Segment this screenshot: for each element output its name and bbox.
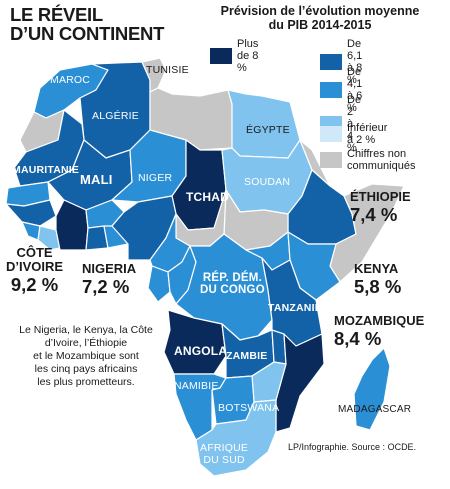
legend-swatch — [320, 152, 342, 168]
callout-name: KENYA — [354, 261, 399, 276]
legend-swatch — [320, 126, 342, 142]
legend-title: Prévision de l’évolution moyenne du PIB … — [220, 4, 420, 32]
callout-value: 7,4 % — [350, 204, 398, 225]
callout-value: 9,2 % — [10, 274, 59, 295]
label-rdc: RÉP. DÉM. DU CONGO — [200, 272, 265, 296]
callout-value: 8,4 % — [334, 328, 382, 349]
callout-value: 7,2 % — [82, 276, 130, 297]
country-gabon — [147, 265, 171, 303]
country-madagascar — [353, 347, 391, 431]
callout-value: 5,8 % — [354, 276, 402, 297]
callout-name: MOZAMBIQUE — [334, 313, 425, 328]
legend-swatch — [210, 48, 232, 64]
legend-item-6-8: De 6,1 à 8 % — [320, 38, 362, 86]
label-zambie: ZAMBIE — [226, 350, 268, 362]
legend-label: Inférieur à 2 % — [347, 122, 388, 146]
label-afrique-sud: AFRIQUE DU SUD — [200, 442, 249, 466]
label-botswana: BOTSWANA — [218, 402, 280, 414]
legend-label: De 4,1 à 6 % — [347, 66, 363, 114]
legend-swatch — [320, 54, 342, 70]
legend-item-nc: Chiffres non communiqués — [320, 148, 415, 172]
label-mali: MALI — [80, 172, 113, 187]
credit: LP/Infographie. Source : OCDE. — [288, 442, 417, 452]
callout-name: ÉTHIOPIE — [350, 189, 411, 204]
callout-name: CÔTE D’IVOIRE — [6, 245, 64, 274]
legend-item-plus-8: Plus de 8 % — [210, 38, 258, 74]
label-soudan: SOUDAN — [244, 176, 291, 188]
legend-swatch — [320, 82, 342, 98]
label-tanzanie: TANZANIE — [268, 302, 322, 314]
label-mauritanie: MAURITANIE — [12, 164, 80, 176]
label-niger: NIGER — [138, 172, 173, 184]
label-egypte: ÉGYPTE — [246, 124, 290, 136]
label-angola: ANGOLA — [174, 344, 228, 358]
callout-name: NIGERIA — [82, 261, 137, 276]
label-maroc: MAROC — [50, 74, 91, 86]
callout-nigeria: NIGERIA 7,2 % — [82, 262, 136, 297]
label-tchad: TCHAD — [186, 190, 229, 204]
label-madagascar: MADAGASCAR — [338, 404, 412, 415]
country-afrique-sud — [195, 399, 277, 477]
caption: Le Nigeria, le Kenya, la Côte d’Ivoire, … — [19, 324, 153, 388]
legend-label: De 6,1 à 8 % — [347, 38, 363, 86]
legend-item-inf-2: Inférieur à 2 % — [320, 122, 387, 146]
legend-label: Plus de 8 % — [237, 38, 259, 74]
label-tunisie: TUNISIE — [146, 64, 189, 76]
callout-ethiopie: ÉTHIOPIE 7,4 % — [350, 190, 411, 225]
legend-label: Chiffres non communiqués — [347, 148, 416, 172]
callout-cote-ivoire: CÔTE D’IVOIRE 9,2 % — [6, 246, 63, 295]
label-algerie: ALGÉRIE — [92, 110, 139, 122]
callout-kenya: KENYA 5,8 % — [354, 262, 401, 297]
page-title: LE RÉVEIL D’UN CONTINENT — [10, 4, 165, 44]
callout-mozambique: MOZAMBIQUE 8,4 % — [334, 314, 424, 349]
legend-item-4-6: De 4,1 à 6 % — [320, 66, 362, 114]
label-namibie: NAMIBIE — [174, 380, 219, 392]
country-namibie — [173, 373, 227, 441]
legend-label: De 2 à 4 % — [347, 94, 362, 154]
